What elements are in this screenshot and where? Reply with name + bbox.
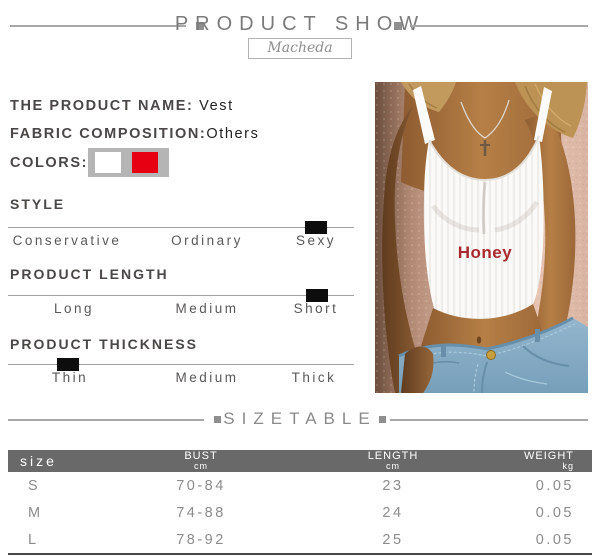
product-name-value: Vest bbox=[199, 98, 234, 114]
colors-row: COLORS: bbox=[10, 155, 88, 171]
sizetable-line-right bbox=[390, 419, 588, 421]
thickness-slider-marker bbox=[57, 358, 79, 371]
jeans-pocket-right bbox=[522, 345, 570, 367]
col-header-size: size bbox=[20, 453, 57, 469]
color-swatch-red bbox=[132, 152, 158, 173]
col-header-weight: WEIGHT kg bbox=[524, 450, 574, 471]
sizetable-title: SIZETABLE bbox=[223, 409, 377, 428]
style-option-conservative: Conservative bbox=[12, 233, 122, 248]
sizetable-line-left bbox=[8, 419, 204, 421]
color-swatch-white bbox=[95, 152, 121, 173]
col-header-length: LENGTH cm bbox=[367, 450, 419, 471]
thickness-slider-track bbox=[8, 364, 354, 365]
banner-line-left bbox=[10, 25, 186, 27]
product-name-label: THE PRODUCT NAME: bbox=[10, 98, 194, 114]
banner-line-right bbox=[410, 25, 588, 27]
table-row-m: M 74-88 24 0.05 bbox=[28, 504, 574, 521]
fabric-label: FABRIC COMPOSITION: bbox=[10, 126, 207, 142]
thickness-option-thin: Thin bbox=[51, 370, 89, 385]
length-slider-marker bbox=[306, 289, 328, 302]
right-strap bbox=[534, 87, 552, 142]
sizetable-square-right bbox=[379, 416, 386, 423]
shirt-text: Honey bbox=[458, 243, 513, 262]
length-option-medium: Medium bbox=[175, 301, 239, 316]
style-option-ordinary: Ordinary bbox=[171, 233, 243, 248]
product-photo: Honey bbox=[375, 82, 588, 393]
color-swatch-tray bbox=[88, 148, 169, 177]
style-option-sexy: Sexy bbox=[295, 233, 337, 248]
cami-top bbox=[423, 136, 544, 321]
sizetable-square-left bbox=[214, 416, 221, 423]
right-arm bbox=[525, 112, 576, 372]
necklace-chain bbox=[460, 99, 510, 139]
left-arm bbox=[382, 106, 429, 393]
thickness-slider-title: PRODUCT THICKNESS bbox=[10, 336, 199, 352]
thickness-option-thick: Thick bbox=[291, 370, 337, 385]
length-slider-title: PRODUCT LENGTH bbox=[10, 266, 169, 282]
style-slider-track bbox=[8, 227, 354, 228]
brand-label: Macheda bbox=[248, 38, 352, 59]
table-row-l: L 78-92 25 0.05 bbox=[28, 531, 574, 548]
length-slider-track bbox=[8, 295, 354, 296]
length-option-long: Long bbox=[53, 301, 95, 316]
page-title: PRODUCT SHOW bbox=[174, 13, 426, 35]
jeans-waistband bbox=[398, 316, 574, 358]
fabric-row: FABRIC COMPOSITION:Others bbox=[10, 126, 259, 142]
banner-square-right bbox=[394, 22, 402, 30]
left-hand bbox=[401, 346, 434, 393]
style-slider-title: STYLE bbox=[10, 196, 66, 212]
col-header-bust: BUST cm bbox=[184, 450, 218, 471]
banner-square-left bbox=[196, 22, 204, 30]
size-table: size BUST cm LENGTH cm WEIGHT kg S 70-84… bbox=[8, 450, 592, 555]
thickness-option-medium: Medium bbox=[175, 370, 239, 385]
fabric-value: Others bbox=[206, 126, 260, 142]
style-slider-marker bbox=[305, 221, 327, 234]
product-name-row: THE PRODUCT NAME: Vest bbox=[10, 98, 234, 114]
navel bbox=[476, 336, 482, 344]
left-strap bbox=[413, 86, 435, 144]
table-row-s: S 70-84 23 0.05 bbox=[28, 477, 574, 494]
colors-label: COLORS: bbox=[10, 155, 89, 171]
size-table-header: size BUST cm LENGTH cm WEIGHT kg bbox=[8, 450, 592, 472]
jeans-button bbox=[486, 350, 496, 360]
jeans-fly bbox=[481, 361, 488, 393]
length-option-short: Short bbox=[293, 301, 339, 316]
